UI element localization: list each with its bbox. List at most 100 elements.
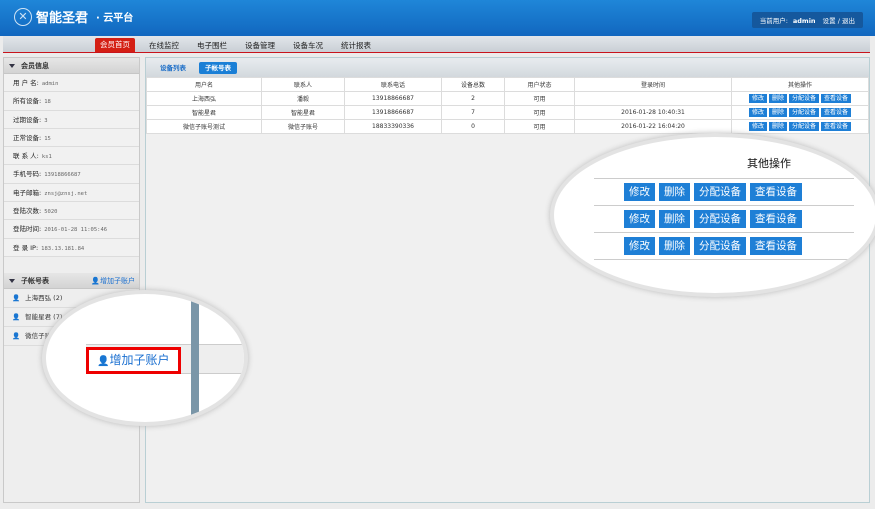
table-cell: 可用 — [504, 119, 575, 134]
zoom-callout-add-sub: 👤增加子账户 — [42, 290, 248, 426]
nav-reports[interactable]: 统计报表 — [341, 41, 371, 50]
field-value: 2016-01-28 11:05:46 — [44, 227, 108, 234]
current-user-label: 当前用户: — [759, 17, 788, 25]
view-device-button[interactable]: 查看设备 — [750, 210, 802, 228]
user-icon: 👤 — [12, 312, 21, 321]
column-header: 登录时间 — [574, 77, 732, 92]
member-field: 电子邮箱: znsj@znsj.net — [4, 183, 139, 203]
sub-account-item[interactable]: 👤 上海西弘 (2) — [4, 289, 139, 308]
field-label: 登 录 IP: — [13, 243, 39, 252]
delete-button[interactable]: 删除 — [659, 210, 690, 228]
separator: / — [837, 17, 840, 25]
member-field: 登 录 IP: 183.13.181.84 — [4, 238, 139, 257]
field-value: 15 — [44, 135, 51, 142]
user-icon: 👤 — [12, 293, 21, 302]
table-row: 上海西弘 潘毅 13918866687 2 可用 修改 删除 分配设备 查看设备 — [146, 91, 869, 106]
main-nav: 会员首页 在线监控 电子围栏 设备管理 设备车况 统计报表 — [3, 36, 870, 53]
edit-button[interactable]: 修改 — [624, 237, 655, 255]
field-label: 联 系 人: — [13, 152, 39, 161]
add-sub-label: 增加子账户 — [100, 276, 135, 285]
sidebar: 会员信息 用 户 名: admin 所有设备: 18 过期设备: 3 正常设备: 15 联 系 … — [3, 57, 140, 503]
logout-link[interactable]: 退出 — [842, 17, 855, 25]
field-label: 过期设备: — [13, 115, 42, 124]
table-cell: 智能星君 — [146, 105, 262, 120]
member-info-header[interactable]: 会员信息 — [4, 58, 139, 74]
column-header: 用户状态 — [504, 77, 575, 92]
add-sub-account-link[interactable]: 👤增加子账户 — [91, 273, 135, 289]
table-cell: 智能星君 — [261, 105, 345, 120]
view-device-button[interactable]: 查看设备 — [750, 237, 802, 255]
nav-geofence[interactable]: 电子围栏 — [197, 41, 227, 50]
actions-cell: 修改 删除 分配设备 查看设备 — [731, 119, 869, 134]
header: ✕ 智能圣君 · 云平台 当前用户: admin 设置 / 退出 — [0, 0, 875, 36]
edit-button[interactable]: 修改 — [624, 210, 655, 228]
field-value: admin — [41, 81, 59, 87]
edit-button[interactable]: 修改 — [624, 183, 655, 201]
user-box: 当前用户: admin 设置 / 退出 — [751, 12, 863, 28]
section-title: 子帐号表 — [21, 276, 49, 285]
tab-bar: 设备列表 子帐号表 — [146, 58, 869, 77]
assign-device-button[interactable]: 分配设备 — [789, 94, 820, 103]
view-device-button[interactable]: 查看设备 — [821, 94, 852, 103]
field-value: 5020 — [44, 209, 58, 216]
current-user: admin — [792, 17, 816, 25]
edit-button[interactable]: 修改 — [748, 108, 767, 117]
table-cell: 13918866687 — [344, 91, 442, 106]
view-device-button[interactable]: 查看设备 — [750, 183, 802, 201]
assign-device-button[interactable]: 分配设备 — [694, 237, 746, 255]
assign-device-button[interactable]: 分配设备 — [789, 108, 820, 117]
member-field: 过期设备: 3 — [4, 110, 139, 129]
nav-device-manage[interactable]: 设备管理 — [245, 41, 275, 50]
brand: 智能圣君 — [36, 11, 89, 26]
settings-link[interactable]: 设置 — [822, 17, 836, 25]
field-label: 正常设备: — [13, 133, 42, 142]
delete-button[interactable]: 删除 — [768, 122, 787, 131]
table-cell: 可用 — [504, 105, 575, 120]
table-cell — [574, 91, 732, 106]
logo[interactable]: ✕ 智能圣君 · 云平台 — [14, 7, 133, 26]
member-field: 用 户 名: admin — [4, 74, 139, 93]
nav-online-monitor[interactable]: 在线监控 — [149, 41, 179, 50]
sub-account-table: 用户名 联系人 联系电话 设备总数 用户状态 登录时间 其他操作 上海西弘 潘毅 13918866… — [146, 77, 869, 134]
table-row: 智能星君 智能星君 13918866687 7 可用 2016-01-28 10:40:3… — [146, 105, 869, 120]
add-sub-account-highlight[interactable]: 👤增加子账户 — [86, 347, 181, 374]
view-device-button[interactable]: 查看设备 — [821, 108, 852, 117]
table-cell: 潘毅 — [261, 91, 345, 106]
view-device-button[interactable]: 查看设备 — [821, 122, 852, 131]
field-value: ks1 — [41, 154, 52, 161]
tab-device-list[interactable]: 设备列表 — [160, 64, 186, 72]
sub-account-name: 智能星君 (7) — [25, 312, 63, 321]
table-cell: 18833390336 — [344, 119, 442, 134]
assign-device-button[interactable]: 分配设备 — [789, 122, 820, 131]
collapse-triangle-icon[interactable] — [9, 278, 15, 283]
zoom-callout-actions: 其他操作 修改 删除 分配设备 查看设备 修改 删除 分配设备 查看设备 修改 删除 分配设备 查看设… — [550, 133, 875, 297]
callout-row: 修改 删除 分配设备 查看设备 — [594, 179, 854, 206]
delete-button[interactable]: 删除 — [659, 237, 690, 255]
member-field: 登陆时间: 2016-01-28 11:05:46 — [4, 220, 139, 239]
field-value: 183.13.181.84 — [41, 245, 85, 252]
x-circle-logo-icon: ✕ — [14, 7, 32, 26]
table-cell: 可用 — [504, 91, 575, 106]
table-cell: 微信子账号 — [261, 119, 345, 134]
tab-sub-accounts[interactable]: 子帐号表 — [199, 62, 237, 74]
column-header: 联系人 — [261, 77, 345, 92]
edit-button[interactable]: 修改 — [748, 94, 767, 103]
member-field: 所有设备: 18 — [4, 92, 139, 111]
column-header: 联系电话 — [344, 77, 442, 92]
assign-device-button[interactable]: 分配设备 — [694, 210, 746, 228]
column-header: 用户名 — [146, 77, 262, 92]
user-icon: 👤 — [12, 331, 21, 340]
delete-button[interactable]: 删除 — [768, 94, 787, 103]
edit-button[interactable]: 修改 — [748, 122, 767, 131]
delete-button[interactable]: 删除 — [768, 108, 787, 117]
delete-button[interactable]: 删除 — [659, 183, 690, 201]
member-field: 正常设备: 15 — [4, 128, 139, 148]
nav-device-status[interactable]: 设备车况 — [293, 41, 323, 50]
add-user-icon: 👤 — [91, 276, 100, 285]
scrollbar — [191, 294, 199, 422]
actions-cell: 修改 删除 分配设备 查看设备 — [731, 91, 869, 106]
assign-device-button[interactable]: 分配设备 — [694, 183, 746, 201]
member-field: 联 系 人: ks1 — [4, 147, 139, 166]
nav-member-home[interactable]: 会员首页 — [95, 38, 135, 52]
field-value: 13918866687 — [44, 172, 81, 179]
